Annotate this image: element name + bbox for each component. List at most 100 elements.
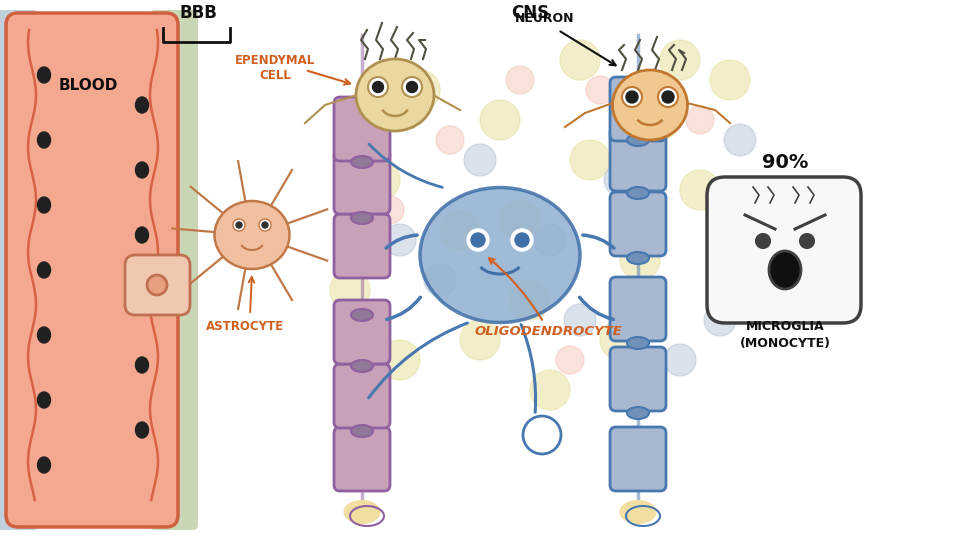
Circle shape [464, 144, 496, 176]
Text: 90%: 90% [762, 153, 808, 172]
Circle shape [570, 140, 610, 180]
FancyBboxPatch shape [334, 97, 390, 161]
Circle shape [626, 91, 638, 103]
Circle shape [467, 229, 489, 251]
Circle shape [360, 160, 400, 200]
Text: NEURON: NEURON [516, 12, 575, 25]
FancyBboxPatch shape [707, 177, 861, 323]
Circle shape [471, 233, 485, 247]
Circle shape [760, 220, 800, 260]
FancyBboxPatch shape [610, 192, 666, 256]
Ellipse shape [37, 197, 51, 213]
Circle shape [660, 40, 700, 80]
Circle shape [364, 104, 396, 136]
Ellipse shape [351, 360, 373, 372]
Ellipse shape [135, 162, 149, 178]
Circle shape [636, 206, 664, 234]
Circle shape [710, 60, 750, 100]
Text: BLOOD: BLOOD [59, 78, 118, 92]
Circle shape [724, 124, 756, 156]
Text: OLIGODENDROCYTE: OLIGODENDROCYTE [475, 258, 623, 338]
Circle shape [440, 210, 480, 250]
FancyBboxPatch shape [334, 300, 390, 364]
Circle shape [400, 70, 440, 110]
Text: CNS: CNS [511, 4, 549, 22]
Ellipse shape [351, 425, 373, 437]
Circle shape [756, 234, 770, 248]
FancyBboxPatch shape [610, 127, 666, 191]
Circle shape [530, 370, 570, 410]
Ellipse shape [769, 251, 801, 289]
Circle shape [662, 91, 674, 103]
Ellipse shape [356, 59, 434, 131]
Ellipse shape [351, 309, 373, 321]
Ellipse shape [37, 67, 51, 83]
Circle shape [586, 76, 614, 104]
Circle shape [640, 100, 680, 140]
Ellipse shape [420, 187, 580, 322]
Circle shape [664, 344, 696, 376]
Circle shape [506, 66, 534, 94]
Ellipse shape [627, 134, 649, 146]
FancyBboxPatch shape [125, 255, 190, 315]
FancyBboxPatch shape [334, 214, 390, 278]
Circle shape [384, 224, 416, 256]
Ellipse shape [351, 156, 373, 168]
Ellipse shape [135, 422, 149, 438]
Text: ASTROCYTE: ASTROCYTE [206, 320, 284, 333]
Circle shape [556, 346, 584, 374]
Circle shape [147, 275, 167, 295]
Circle shape [376, 196, 404, 224]
Ellipse shape [135, 97, 149, 113]
FancyBboxPatch shape [150, 10, 198, 530]
Circle shape [330, 270, 370, 310]
Circle shape [380, 340, 420, 380]
Ellipse shape [37, 457, 51, 473]
Circle shape [372, 82, 383, 92]
Circle shape [424, 264, 456, 296]
FancyBboxPatch shape [610, 77, 666, 141]
Circle shape [368, 77, 388, 97]
Ellipse shape [37, 262, 51, 278]
Ellipse shape [612, 70, 687, 140]
Circle shape [600, 320, 640, 360]
Ellipse shape [135, 357, 149, 373]
Ellipse shape [37, 132, 51, 148]
Ellipse shape [627, 337, 649, 349]
Circle shape [800, 234, 814, 248]
Text: MICROGLIA
(MONOCYTE): MICROGLIA (MONOCYTE) [739, 321, 830, 349]
FancyBboxPatch shape [0, 10, 38, 530]
Circle shape [259, 219, 271, 231]
Circle shape [730, 260, 770, 300]
Circle shape [686, 106, 714, 134]
Circle shape [436, 126, 464, 154]
Ellipse shape [351, 212, 373, 224]
Ellipse shape [627, 187, 649, 199]
Circle shape [564, 304, 596, 336]
Ellipse shape [627, 252, 649, 264]
Circle shape [534, 224, 566, 256]
Circle shape [402, 77, 422, 97]
Circle shape [658, 87, 678, 107]
Ellipse shape [620, 501, 656, 523]
Ellipse shape [135, 292, 149, 308]
Text: BBB: BBB [180, 4, 217, 22]
Circle shape [460, 320, 500, 360]
FancyBboxPatch shape [610, 427, 666, 491]
Ellipse shape [627, 407, 649, 419]
Circle shape [511, 229, 533, 251]
Text: EPENDYMAL
CELL: EPENDYMAL CELL [235, 54, 315, 82]
Circle shape [233, 219, 245, 231]
Ellipse shape [135, 227, 149, 243]
Circle shape [236, 222, 242, 228]
Circle shape [620, 240, 660, 280]
FancyBboxPatch shape [334, 150, 390, 214]
Circle shape [480, 100, 520, 140]
Circle shape [500, 200, 540, 240]
Circle shape [262, 222, 268, 228]
FancyBboxPatch shape [610, 347, 666, 411]
FancyBboxPatch shape [334, 427, 390, 491]
Circle shape [680, 170, 720, 210]
Circle shape [560, 40, 600, 80]
FancyBboxPatch shape [6, 13, 178, 527]
